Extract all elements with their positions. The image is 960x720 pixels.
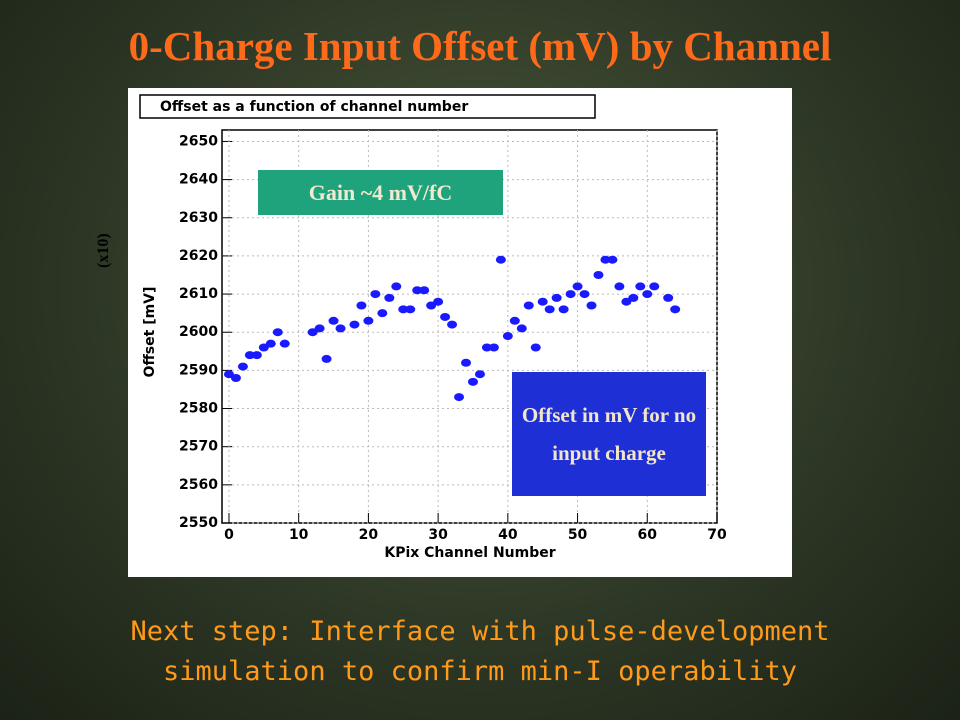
annotation: Gain ~4 mV/fC: [258, 170, 503, 215]
data-point: [635, 282, 646, 291]
y-tick-label: 2550: [179, 515, 218, 531]
x-tick-label: 60: [638, 527, 658, 543]
data-point: [502, 332, 513, 341]
data-point: [488, 343, 499, 352]
x-tick-label: 0: [224, 527, 234, 543]
data-point: [405, 305, 416, 314]
data-point: [398, 305, 409, 314]
y-tick-label: 2600: [179, 324, 218, 340]
y-tick-label: 2590: [179, 362, 218, 378]
data-point: [265, 339, 276, 348]
y-axis-label: Offset [mV]: [142, 287, 158, 378]
x-axis-label: KPix Channel Number: [384, 545, 555, 561]
y-tick-label: 2560: [179, 477, 218, 493]
data-point: [335, 324, 346, 333]
data-point: [321, 354, 332, 363]
data-point: [258, 343, 269, 352]
data-point: [370, 290, 381, 299]
data-point: [454, 393, 465, 402]
x-tick-label: 50: [568, 527, 588, 543]
y-tick-label: 2580: [179, 401, 218, 417]
y-tick-label: 2620: [179, 248, 218, 264]
x-tick-label: 40: [498, 527, 518, 543]
data-point: [572, 282, 583, 291]
data-point: [663, 293, 674, 302]
footer-text: Next step: Interface with pulse-developm…: [130, 616, 830, 687]
data-point: [649, 282, 660, 291]
data-point: [377, 309, 388, 318]
data-point: [447, 320, 458, 329]
y-scale-note: (x10): [95, 233, 112, 268]
data-point: [412, 286, 423, 295]
data-point: [314, 324, 325, 333]
data-point: [530, 343, 541, 352]
data-point: [495, 255, 506, 264]
data-point: [237, 362, 248, 371]
data-point: [565, 290, 576, 299]
x-tick-label: 30: [428, 527, 448, 543]
data-point: [628, 293, 639, 302]
data-point: [461, 358, 472, 367]
data-point: [593, 270, 604, 279]
data-point: [440, 312, 451, 321]
title-box: [139, 94, 596, 119]
data-point: [474, 370, 485, 379]
data-point: [523, 301, 534, 310]
chart-title: Offset as a function of channel number: [160, 99, 468, 115]
data-point: [481, 343, 492, 352]
data-point: [356, 301, 367, 310]
data-point: [516, 324, 527, 333]
data-point: [272, 328, 283, 337]
y-tick-label: 2630: [179, 210, 218, 226]
x-tick-label: 70: [707, 527, 727, 543]
data-point: [223, 370, 234, 379]
data-point: [579, 290, 590, 299]
data-point: [607, 255, 618, 264]
data-point: [600, 255, 611, 264]
data-point: [642, 290, 653, 299]
slide-title: 0-Charge Input Offset (mV) by Channel: [128, 23, 832, 69]
x-tick-label: 10: [289, 527, 309, 543]
data-point: [551, 293, 562, 302]
data-point: [621, 297, 632, 306]
data-point: [391, 282, 402, 291]
y-tick-label: 2610: [179, 286, 218, 302]
data-point: [614, 282, 625, 291]
data-point: [328, 316, 339, 325]
data-point: [251, 351, 262, 360]
y-tick-label: 2640: [179, 172, 218, 188]
data-point: [544, 305, 555, 314]
data-point: [670, 305, 681, 314]
x-tick-label: 20: [359, 527, 379, 543]
data-point: [426, 301, 437, 310]
data-point: [433, 297, 444, 306]
data-point: [384, 293, 395, 302]
data-point: [349, 320, 360, 329]
data-point: [467, 377, 478, 386]
data-point: [244, 351, 255, 360]
data-point: [363, 316, 374, 325]
y-tick-label: 2650: [179, 133, 218, 149]
y-tick-label: 2570: [179, 439, 218, 455]
data-point: [537, 297, 548, 306]
data-point: [307, 328, 318, 337]
data-point: [230, 374, 241, 383]
data-point: [509, 316, 520, 325]
data-point: [279, 339, 290, 348]
data-point: [419, 286, 430, 295]
data-point: [558, 305, 569, 314]
annotation: Offset in mV for no input charge: [512, 372, 706, 496]
data-point: [586, 301, 597, 310]
